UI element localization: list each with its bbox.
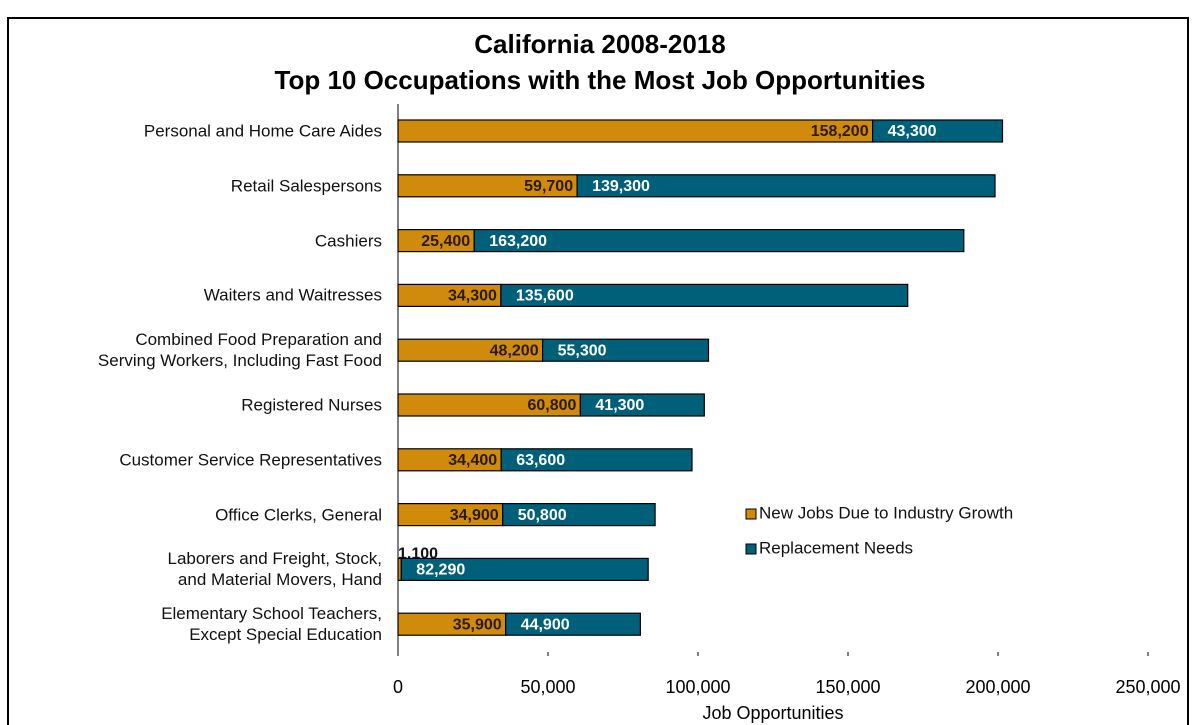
- bar: [397, 119, 874, 143]
- bar: [500, 283, 909, 307]
- y-tick-label: Laborers and Freight, Stock, and Materia…: [167, 549, 382, 590]
- y-tick-label: Combined Food Preparation and Serving Wo…: [97, 330, 382, 371]
- y-tick-label: Customer Service Representatives: [119, 450, 382, 470]
- data-label: 34,900: [450, 507, 499, 524]
- bar: [505, 612, 642, 636]
- bar: [871, 119, 1004, 143]
- y-tick-label: Personal and Home Care Aides: [143, 121, 382, 141]
- y-tick-label: Registered Nurses: [241, 395, 382, 415]
- data-label: 41,300: [595, 397, 644, 414]
- data-label: 82,290: [416, 562, 465, 579]
- legend-label: New Jobs Due to Industry Growth: [759, 503, 1013, 522]
- data-label: 135,600: [516, 288, 574, 305]
- data-label: 25,400: [421, 233, 470, 250]
- data-label: 60,800: [527, 397, 576, 414]
- chart-title: Top 10 Occupations with the Most Job Opp…: [275, 65, 926, 95]
- bar: [502, 503, 656, 527]
- bar: [579, 393, 705, 417]
- data-label: 55,300: [558, 342, 607, 359]
- x-tick-label: 250,000: [1115, 677, 1180, 697]
- bar: [576, 174, 996, 198]
- x-tick-label: 100,000: [665, 677, 730, 697]
- data-label: 139,300: [592, 178, 650, 195]
- data-label: 59,700: [524, 178, 573, 195]
- data-label: 63,600: [516, 452, 565, 469]
- y-tick-label: Cashiers: [314, 231, 382, 251]
- y-tick-label: Retail Salespersons: [230, 176, 382, 196]
- y-tick-label: Elementary School Teachers, Except Speci…: [161, 604, 382, 645]
- x-tick-label: 150,000: [815, 677, 880, 697]
- x-tick-label: 50,000: [520, 677, 575, 697]
- data-label: 34,400: [448, 452, 497, 469]
- legend-swatch: [745, 508, 757, 520]
- frame: [7, 17, 1189, 725]
- data-label: 50,800: [518, 507, 567, 524]
- x-axis-label: Job Opportunities: [702, 703, 843, 723]
- data-label: 34,300: [448, 288, 497, 305]
- data-label: 44,900: [521, 616, 570, 633]
- data-label: 48,200: [490, 342, 539, 359]
- data-label: 163,200: [489, 233, 547, 250]
- bar: [541, 338, 710, 362]
- bar: [473, 229, 965, 253]
- x-tick-label: 200,000: [965, 677, 1030, 697]
- data-label: 158,200: [811, 123, 869, 140]
- x-tick-label: 0: [393, 677, 403, 697]
- bar: [500, 448, 693, 472]
- legend-label: Replacement Needs: [759, 538, 913, 557]
- y-tick-label: Waiters and Waitresses: [203, 285, 382, 305]
- data-label: 35,900: [453, 616, 502, 633]
- bar: [400, 557, 649, 582]
- legend-swatch: [745, 543, 757, 555]
- chart-title: California 2008-2018: [474, 29, 725, 59]
- data-label: 43,300: [888, 123, 937, 140]
- y-tick-label: Office Clerks, General: [215, 505, 382, 525]
